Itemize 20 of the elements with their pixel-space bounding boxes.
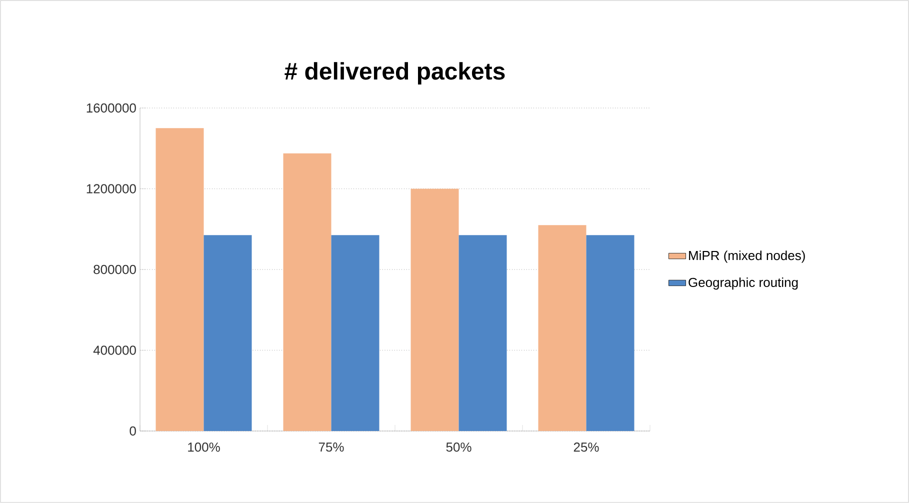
bar: [156, 128, 204, 431]
bar: [204, 235, 252, 431]
x-tick-label: 75%: [318, 442, 344, 452]
bar: [410, 188, 459, 431]
y-tick-label: 1600000: [86, 103, 136, 113]
x-tick-label: 25%: [574, 442, 599, 452]
legend-label: MiPR (mixed nodes): [689, 250, 805, 263]
y-tick-label: 400000: [93, 346, 136, 355]
bar: [586, 235, 634, 431]
y-tick-label: 800000: [94, 264, 136, 274]
x-tick-label: 50%: [446, 442, 472, 452]
bar: [331, 235, 380, 431]
y-tick-label: 1200000: [86, 184, 136, 194]
chart-title: # delivered packets: [284, 62, 505, 84]
bar: [458, 235, 507, 431]
legend-label: Geographic routing: [688, 277, 798, 290]
x-tick-label: 100%: [188, 442, 220, 452]
y-tick-label: 0: [130, 426, 136, 436]
bar: [538, 225, 586, 431]
bar: [283, 153, 332, 431]
